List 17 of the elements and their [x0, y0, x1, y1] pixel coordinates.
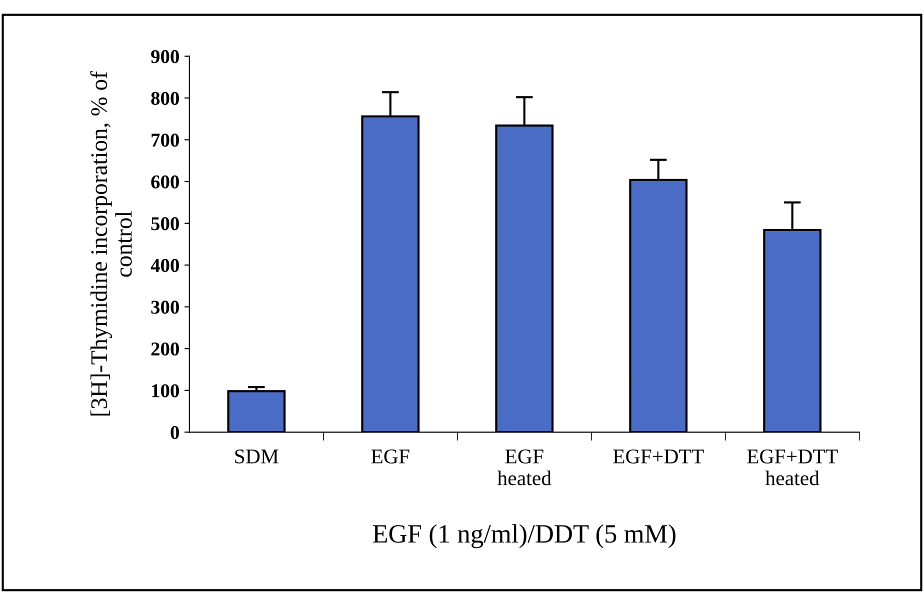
- x-tick-label: EGF+DTT heated: [747, 449, 838, 486]
- y-tick-label: 300: [151, 300, 179, 314]
- x-tick-label: EGF heated: [497, 449, 552, 486]
- x-tick-label: EGF: [371, 449, 410, 464]
- x-tick-label: SDM: [235, 449, 278, 464]
- y-tick-label: 500: [151, 217, 179, 230]
- x-axis-title: EGF (1 ng/ml)/DDT (5 mM): [372, 524, 676, 548]
- y-tick-label: 800: [151, 92, 179, 105]
- y-tick-label: 400: [150, 258, 179, 272]
- y-axis-title: [3H]-Thymidine incorporation, % of control: [90, 71, 132, 416]
- y-tick-label: 600: [151, 175, 179, 188]
- y-tick-label: 900: [151, 50, 179, 64]
- y-tick-label: 0: [170, 426, 179, 440]
- y-tick-label: 700: [152, 134, 179, 147]
- x-tick-label: EGF+DTT: [613, 449, 704, 464]
- y-tick-label: 200: [151, 342, 179, 356]
- y-tick-label: 100: [152, 384, 179, 398]
